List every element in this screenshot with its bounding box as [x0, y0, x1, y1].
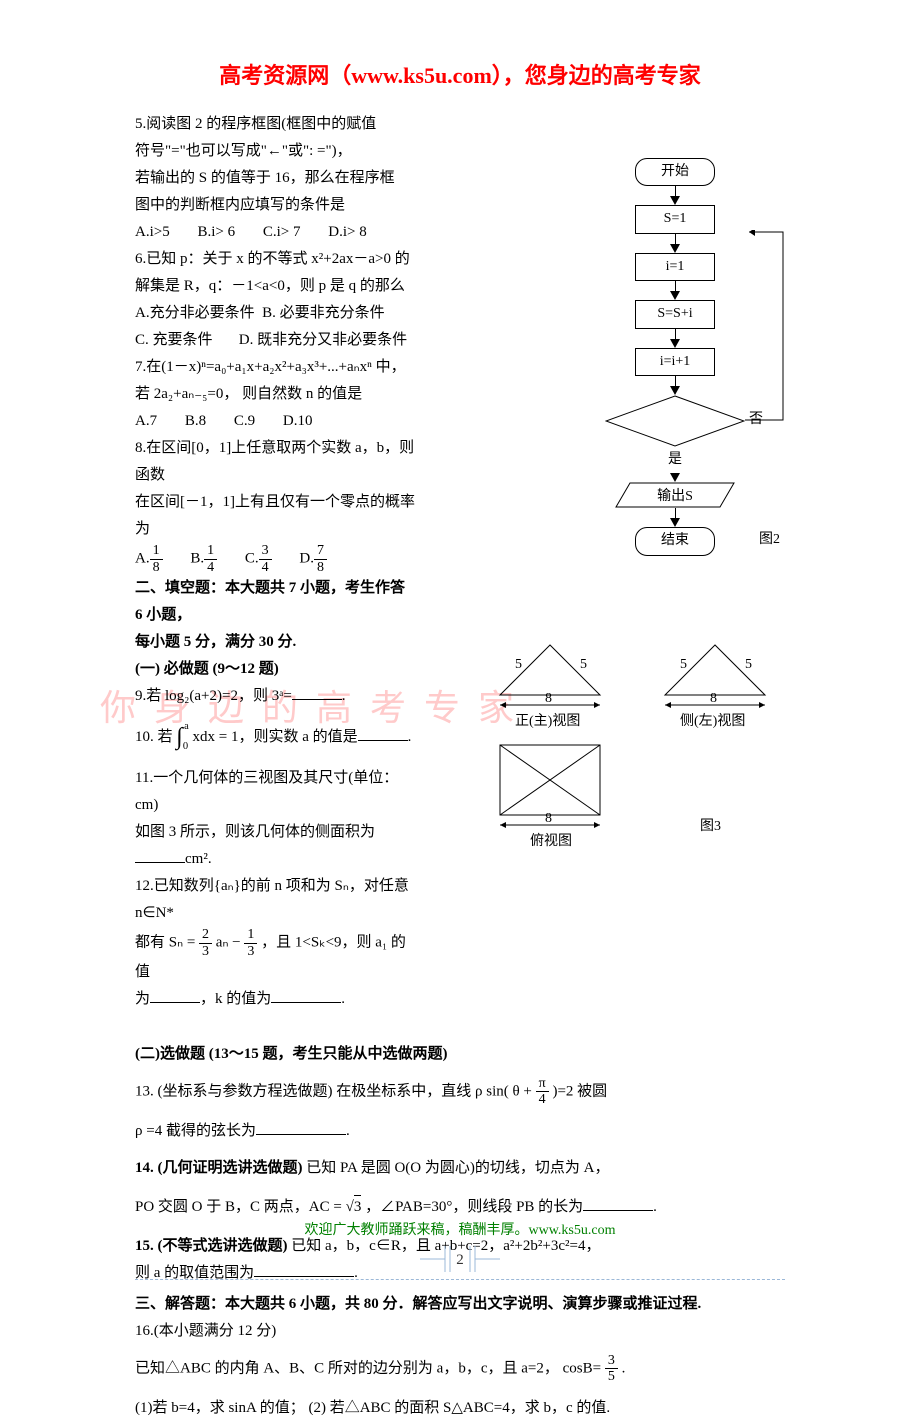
q7-optC: C.9 [234, 408, 255, 435]
svg-text:俯视图: 俯视图 [530, 833, 572, 849]
q5-line4: 图中的判断框内应填写的条件是 [135, 192, 415, 219]
q7-optB: B.8 [185, 408, 206, 435]
q13: 13. (坐标系与参数方程选做题) 在极坐标系中，直线 ρ sin( θ + π… [135, 1076, 800, 1108]
fc-decision: 否 [605, 395, 745, 447]
svg-text:正(主)视图: 正(主)视图 [515, 713, 580, 729]
q6-options1: A.充分非必要条件 B. 必要非充分条件 [135, 300, 415, 327]
q6-line2: 解集是 R，q：－1<a<0，则 p 是 q 的那么 [135, 273, 415, 300]
svg-text:8: 8 [545, 691, 552, 706]
svg-text:5: 5 [680, 657, 687, 672]
q8-options: A.18 B.14 C.34 D.78 [135, 543, 415, 575]
q6-options2: C. 充要条件 D. 既非充分又非必要条件 [135, 327, 415, 354]
q5-optC: C.i> 7 [263, 219, 301, 246]
svg-text:5: 5 [580, 657, 587, 672]
page-header: 高考资源网（www.ks5u.com），您身边的高考专家 [0, 0, 920, 111]
q14-line1: 14. (几何证明选讲选做题) 已知 PA 是圆 O(O 为圆心)的切线，切点为… [135, 1155, 800, 1182]
q5-optA: A.i>5 [135, 219, 170, 246]
q5-optB: B.i> 6 [197, 219, 235, 246]
q5-line1: 5.阅读图 2 的程序框图(框图中的赋值 [135, 111, 415, 138]
q12-line2: 都有 Sₙ = 23 aₙ − 13 ，且 1<Sₖ<9，则 a₁ 的值 [135, 927, 415, 986]
q7-line2: 若 2a₂+aₙ₋₅=0， 则自然数 n 的值是 [135, 381, 415, 408]
q12-line1: 12.已知数列{aₙ}的前 n 项和为 Sₙ，对任意 n∈N* [135, 873, 415, 927]
q8-optA: A.18 [135, 543, 163, 575]
q6-optB: B. 必要非充分条件 [262, 305, 385, 321]
svg-text:2: 2 [456, 1252, 464, 1268]
section3-title: 三、解答题：本大题共 6 小题，共 80 分．解答应写出文字说明、演算步骤或推证… [135, 1291, 800, 1318]
q5-line2: 符号"="也可以写成"←"或": =")， [135, 138, 415, 165]
svg-text:5: 5 [515, 657, 522, 672]
page-footer: 欢迎广大教师踊跃来稿，稿酬丰厚。www.ks5u.com [0, 1220, 920, 1242]
fc-end: 结束 [635, 527, 715, 555]
q9: 9.若 log₂(a+2)=2，则 3ᵃ=. [135, 683, 415, 710]
svg-text:8: 8 [710, 691, 717, 706]
q8-line1: 8.在区间[0，1]上任意取两个实数 a，b，则函数 [135, 435, 415, 489]
q8-optB: B.14 [190, 543, 217, 575]
fc-b2: i=1 [635, 253, 715, 281]
section2-sub1: (一) 必做题 (9～12 题) [135, 656, 415, 683]
q7-optD: D.10 [283, 408, 313, 435]
q7-line1: 7.在(1－x)ⁿ=a₀+a₁x+a₂x²+a₃x³+...+aₙxⁿ 中， [135, 354, 415, 381]
fc-label: 图2 [759, 529, 780, 551]
fc-b3: S=S+i [635, 300, 715, 328]
q5-optD: D.i> 8 [328, 219, 366, 246]
section2-sub2: (二)选做题 (13～15 题，考生只能从中选做两题) [135, 1041, 800, 1068]
q7-options: A.7 B.8 C.9 D.10 [135, 408, 415, 435]
page-number: 2 [0, 1244, 920, 1274]
q6-line1: 6.已知 p：关于 x 的不等式 x²+2ax－a>0 的 [135, 246, 415, 273]
q16-line2: 已知△ABC 的内角 A、B、C 所对的边分别为 a，b，c，且 a=2， co… [135, 1353, 800, 1385]
q5-line3: 若输出的 S 的值等于 16，那么在程序框 [135, 165, 415, 192]
q16-line3: (1)若 b=4，求 sinA 的值； (2) 若△ABC 的面积 S△ABC=… [135, 1395, 800, 1422]
section2-title: 二、填空题：本大题共 7 小题，考生作答 6 小题， [135, 575, 415, 629]
q5-options: A.i>5 B.i> 6 C.i> 7 D.i> 8 [135, 219, 415, 246]
q6-optC: C. 充要条件 [135, 332, 213, 348]
q8-optC: C.34 [245, 543, 272, 575]
q8-line2: 在区间[－1，1]上有且仅有一个零点的概率为 [135, 489, 415, 543]
svg-text:侧(左)视图: 侧(左)视图 [680, 713, 745, 729]
fc-yes-label: 是 [575, 449, 775, 471]
svg-text:5: 5 [745, 657, 752, 672]
fc-output: 输出S [615, 482, 735, 508]
svg-text:8: 8 [545, 811, 552, 826]
fc-b4: i=i+1 [635, 348, 715, 376]
fc-b1: S=1 [635, 205, 715, 233]
section2-title2: 每小题 5 分，满分 30 分. [135, 629, 415, 656]
q11-line1: 11.一个几何体的三视图及其尺寸(单位：cm) [135, 765, 415, 819]
q13-line2: ρ =4 截得的弦长为. [135, 1118, 800, 1145]
q6-optA: A.充分非必要条件 [135, 305, 255, 321]
fc-start: 开始 [635, 158, 715, 186]
svg-text:图3: 图3 [700, 819, 721, 834]
q7-optA: A.7 [135, 408, 157, 435]
q14-line2: PO 交圆 O 于 B，C 两点，AC = √3 ，∠PAB=30°，则线段 P… [135, 1194, 800, 1221]
q8-optD: D.78 [299, 543, 327, 575]
q6-optD: D. 既非充分又非必要条件 [239, 332, 407, 348]
q11-line2: 如图 3 所示，则该几何体的侧面积为cm². [135, 819, 415, 873]
svg-text:输出S: 输出S [657, 488, 693, 504]
threeview-figure: 5 5 8 正(主)视图 5 5 8 侧(左)视图 8 [480, 640, 800, 868]
q10: 10. 若 ∫0a xdx = 1，则实数 a 的值是. [135, 716, 415, 759]
flowchart-figure: 开始 S=1 i=1 S=S+i i=i+1 否 是 输出S 结束 图2 [575, 158, 775, 556]
q16-line1: 16.(本小题满分 12 分) [135, 1318, 800, 1345]
q12-line3: 为，k 的值为. [135, 986, 415, 1013]
